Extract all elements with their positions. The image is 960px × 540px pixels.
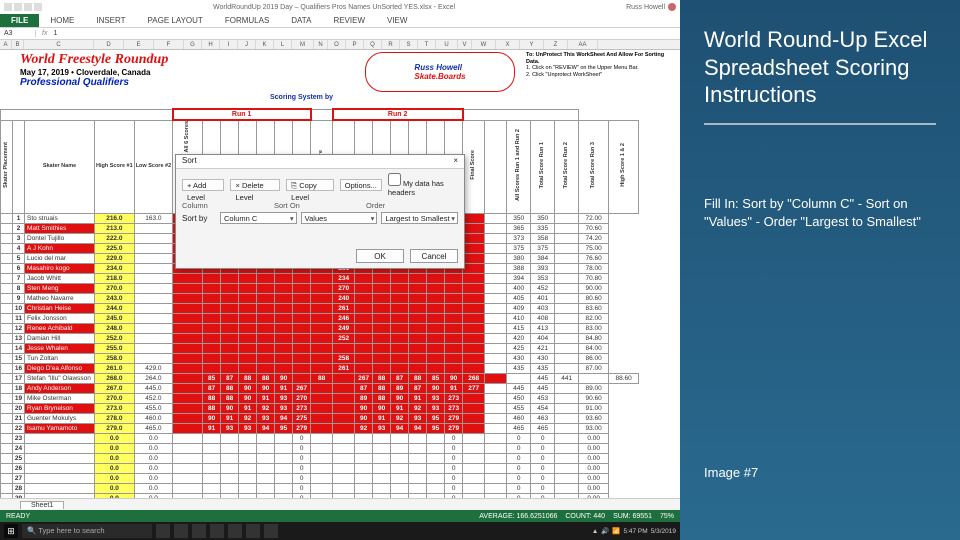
- account[interactable]: Russ Howell: [626, 3, 676, 11]
- delete-level-button[interactable]: × Delete Level: [230, 179, 280, 191]
- instructions-box: To: UnProtect This WorkSheet And Allow F…: [526, 52, 676, 78]
- ribbon-tab-review[interactable]: REVIEW: [322, 14, 376, 27]
- excel-titlebar: WorldRoundUp 2019 Day ‒ Qualifiers Pros …: [0, 0, 680, 14]
- panel-image-number: Image #7: [704, 465, 936, 480]
- logo: Russ Howell Skate.Boards: [365, 52, 515, 92]
- sheet-tab[interactable]: Sheet1: [20, 501, 64, 509]
- taskbar-icon[interactable]: [210, 524, 224, 538]
- windows-taskbar[interactable]: ⊞ 🔍 Type here to search ▲🔊📶 5:47 PM 5/3/…: [0, 522, 680, 540]
- ribbon-tab-insert[interactable]: INSERT: [85, 14, 136, 27]
- ribbon-tab-pagelayout[interactable]: PAGE LAYOUT: [137, 14, 214, 27]
- add-level-button[interactable]: + Add Level: [182, 179, 224, 191]
- taskbar-icon[interactable]: [264, 524, 278, 538]
- ribbon-tab-file[interactable]: FILE: [0, 14, 39, 27]
- ok-button[interactable]: OK: [356, 249, 404, 263]
- ribbon-tab-home[interactable]: HOME: [39, 14, 85, 27]
- taskbar-icon[interactable]: [192, 524, 206, 538]
- sort-column-select[interactable]: Column C: [220, 212, 297, 224]
- formula-bar[interactable]: A3 fx 1: [0, 28, 680, 40]
- taskbar-icon[interactable]: [228, 524, 242, 538]
- dialog-titlebar: Sort ×: [176, 155, 464, 169]
- status-bar: READY AVERAGE: 166.6251066 COUNT: 440 SU…: [0, 510, 680, 522]
- ribbon-tab-view[interactable]: VIEW: [376, 14, 418, 27]
- options-button[interactable]: Options...: [340, 179, 382, 191]
- start-button[interactable]: ⊞: [4, 524, 18, 538]
- panel-title: World Round-Up Excel Spreadsheet Scoring…: [704, 26, 936, 125]
- taskbar-icon[interactable]: [174, 524, 188, 538]
- panel-body: Fill In: Sort by "Column C" - Sort on "V…: [704, 195, 936, 231]
- taskbar-icon[interactable]: [156, 524, 170, 538]
- quick-access-toolbar[interactable]: [4, 3, 42, 11]
- sort-dialog: Sort × + Add Level × Delete Level ⎘ Copy…: [175, 154, 465, 269]
- copy-level-button[interactable]: ⎘ Copy Level: [286, 179, 334, 191]
- column-headers[interactable]: ABCDEFGHIJKLMNOPQRSTUVWXYZAA: [0, 40, 680, 50]
- headers-checkbox[interactable]: My data has headers: [388, 173, 458, 197]
- scorer-label: Scoring System by: [270, 94, 333, 101]
- sheet-tabs[interactable]: Sheet1: [0, 498, 680, 510]
- sort-on-select[interactable]: Values: [301, 212, 378, 224]
- fx-icon: fx: [36, 30, 53, 37]
- doc-subtitle: Professional Qualifiers: [20, 77, 674, 88]
- system-tray[interactable]: ▲🔊📶 5:47 PM 5/3/2019: [592, 527, 676, 535]
- taskbar-search[interactable]: 🔍 Type here to search: [22, 524, 152, 538]
- ribbon-tab-formulas[interactable]: FORMULAS: [214, 14, 280, 27]
- name-box[interactable]: A3: [0, 30, 36, 37]
- filename: WorldRoundUp 2019 Day ‒ Qualifiers Pros …: [44, 4, 624, 11]
- dialog-toolbar: + Add Level × Delete Level ⎘ Copy Level …: [176, 169, 464, 201]
- ribbon-tabs: FILEHOMEINSERTPAGE LAYOUTFORMULASDATAREV…: [0, 14, 680, 28]
- cancel-button[interactable]: Cancel: [410, 249, 458, 263]
- ribbon-tab-data[interactable]: DATA: [280, 14, 322, 27]
- formula-value[interactable]: 1: [53, 30, 57, 37]
- excel-screenshot: WorldRoundUp 2019 Day ‒ Qualifiers Pros …: [0, 0, 680, 540]
- slide-info-panel: World Round-Up Excel Spreadsheet Scoring…: [680, 0, 960, 540]
- close-icon[interactable]: ×: [453, 156, 458, 167]
- sort-order-select[interactable]: Largest to Smallest: [381, 212, 458, 224]
- avatar-icon: [668, 3, 676, 11]
- document-header: World Freestyle Roundup May 17, 2019 • C…: [0, 50, 680, 108]
- worksheet[interactable]: World Freestyle Roundup May 17, 2019 • C…: [0, 50, 680, 512]
- taskbar-icon[interactable]: [246, 524, 260, 538]
